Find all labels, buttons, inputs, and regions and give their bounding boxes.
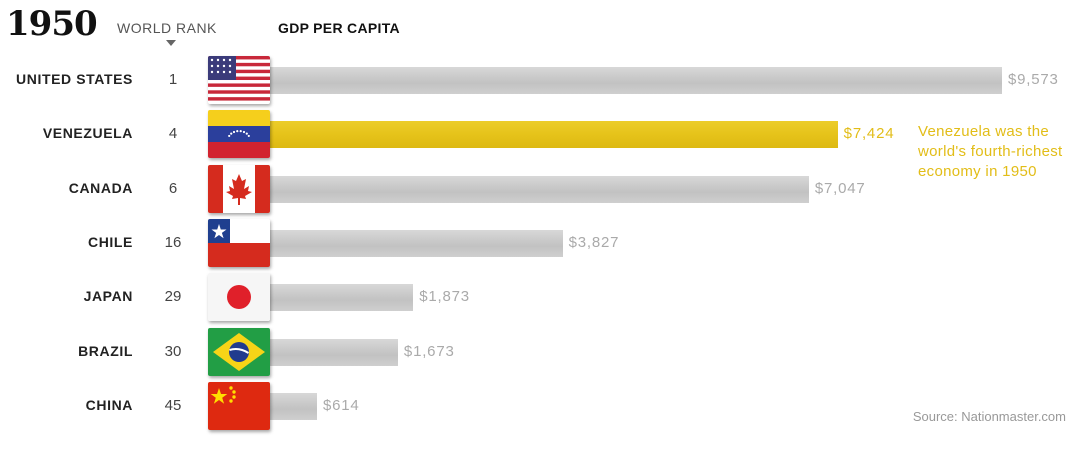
gdp-bar bbox=[270, 229, 563, 257]
gdp-bar bbox=[270, 392, 317, 420]
world-rank-value: 6 bbox=[168, 179, 178, 197]
annotation-note: Venezuela was the world's fourth-richest… bbox=[918, 123, 1063, 180]
gdp-value-label: $614 bbox=[322, 396, 360, 414]
chile-flag-icon bbox=[208, 218, 270, 267]
china-flag-icon bbox=[208, 381, 270, 430]
country-label: CHILE bbox=[88, 233, 133, 250]
gdp-value-label: $1,673 bbox=[403, 342, 455, 360]
world-rank-value: 16 bbox=[164, 233, 182, 251]
country-label: VENEZUELA bbox=[42, 125, 133, 142]
sort-down-arrow-icon bbox=[166, 40, 176, 46]
world-rank-value: 30 bbox=[164, 342, 182, 360]
gdp-per-capita-header: GDP PER CAPITA bbox=[278, 20, 400, 36]
world-rank-header: WORLD RANK bbox=[117, 20, 217, 36]
country-label: UNITED STATES bbox=[16, 71, 133, 87]
world-rank-value: 1 bbox=[168, 71, 178, 88]
country-label: BRAZIL bbox=[78, 342, 133, 359]
country-label: CANADA bbox=[68, 179, 133, 196]
gdp-value-label: $1,873 bbox=[419, 288, 470, 306]
venezuela-flag-icon bbox=[208, 110, 270, 159]
gdp-value-label: $3,827 bbox=[568, 233, 620, 251]
gdp-bar bbox=[270, 175, 809, 203]
country-label: CHINA bbox=[85, 396, 133, 413]
gdp-value-label: $7,047 bbox=[814, 179, 866, 197]
brazil-flag-icon bbox=[208, 327, 270, 376]
gdp-value-label: $7,424 bbox=[843, 125, 895, 143]
chart-title-year: 1950 bbox=[6, 4, 98, 44]
gdp-bar bbox=[270, 284, 414, 312]
world-rank-value: 29 bbox=[164, 288, 182, 306]
source-credit: Source: Nationmaster.com bbox=[912, 409, 1066, 424]
japan-flag-icon bbox=[208, 273, 270, 322]
gdp-bar bbox=[270, 67, 1002, 94]
gdp-value-label: $9,573 bbox=[1008, 71, 1059, 88]
world-rank-value: 45 bbox=[164, 396, 182, 414]
gdp-bar bbox=[270, 338, 398, 366]
gdp-bar bbox=[270, 121, 838, 149]
canada-flag-icon bbox=[208, 164, 270, 213]
country-label: JAPAN bbox=[83, 288, 133, 305]
world-rank-value: 4 bbox=[168, 125, 178, 143]
us-flag-icon bbox=[208, 56, 270, 104]
